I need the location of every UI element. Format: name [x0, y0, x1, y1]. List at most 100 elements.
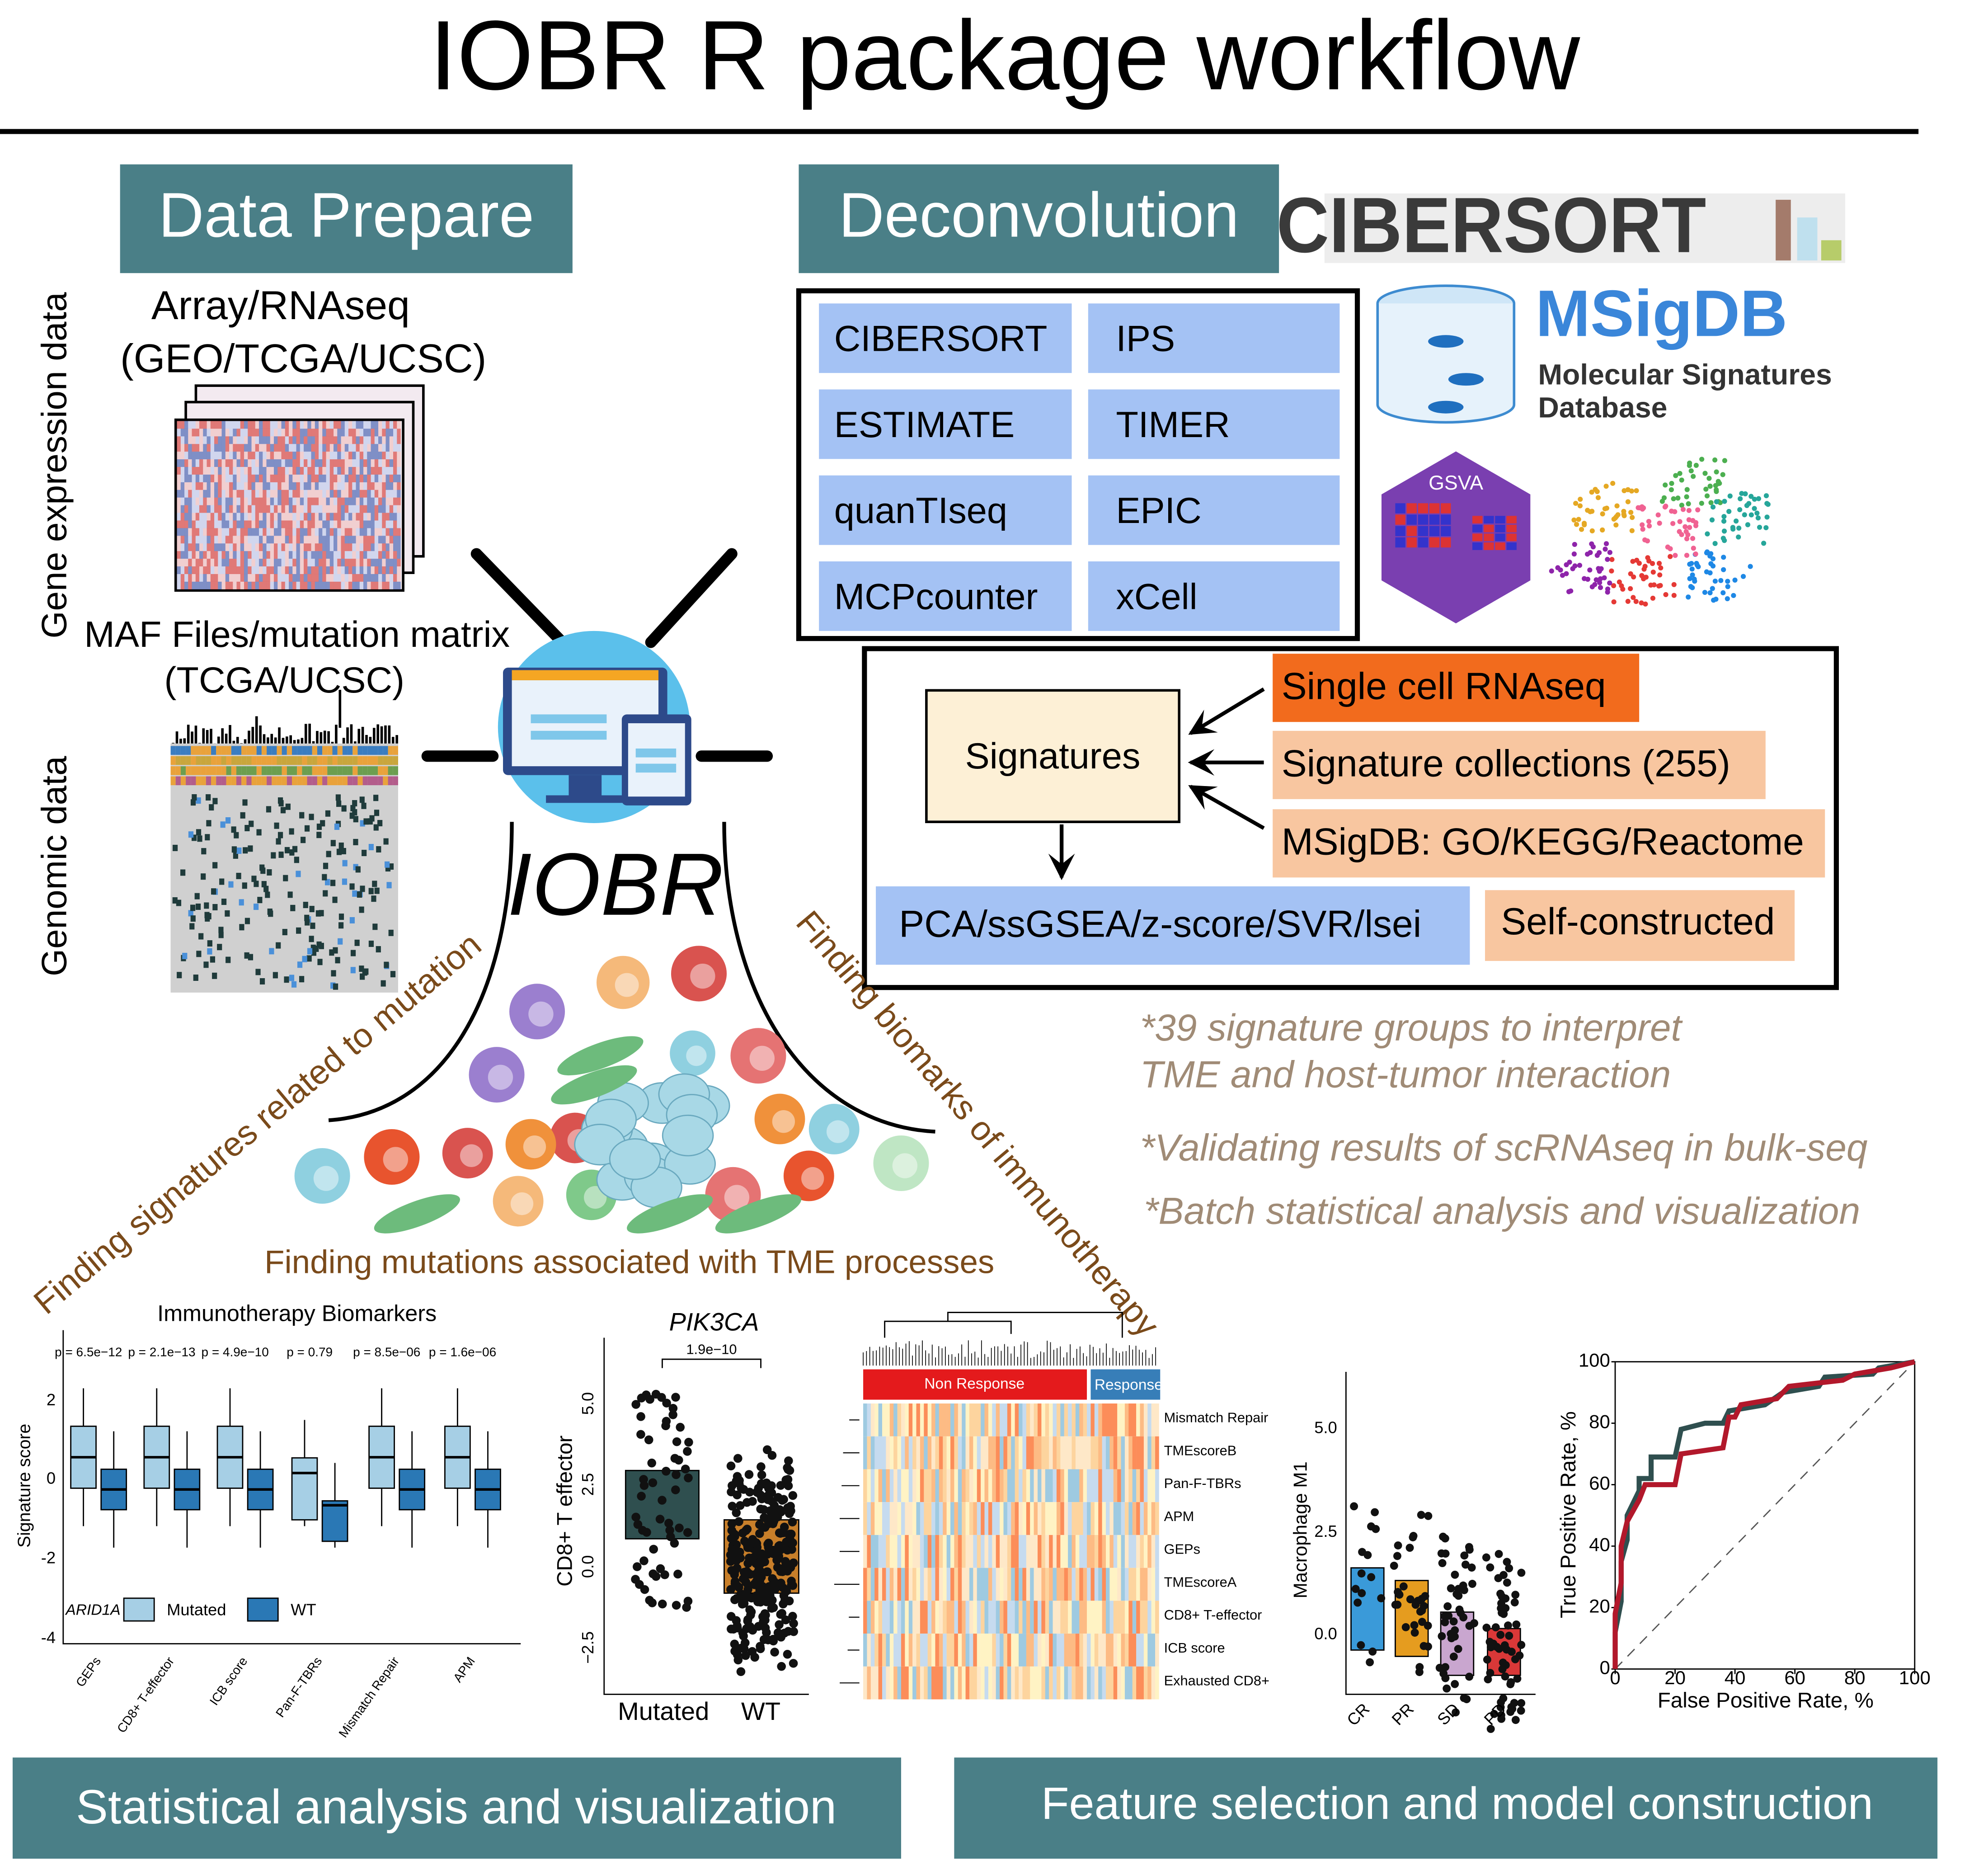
mutation-cell — [206, 913, 211, 919]
heat-cell — [1064, 1403, 1068, 1436]
heat-cell — [870, 1502, 875, 1535]
heatmap-cell — [289, 497, 293, 505]
heatmap-cell — [248, 505, 252, 513]
mutation-cell — [211, 888, 216, 895]
heat-cell — [958, 1403, 962, 1436]
heatmap-cell — [277, 452, 282, 460]
dot — [781, 1563, 790, 1573]
dot — [1508, 1648, 1516, 1656]
tsne-dot — [1594, 553, 1600, 558]
heatmap-cell — [203, 467, 207, 475]
dot — [733, 1564, 742, 1573]
heat-cell — [1045, 1601, 1049, 1634]
annotation-cell — [287, 776, 292, 786]
heatmap-cell — [307, 490, 311, 498]
heat-cell — [1132, 1634, 1137, 1667]
dot — [1468, 1580, 1476, 1588]
heat-cell — [901, 1601, 905, 1634]
heatmap-cell — [188, 497, 192, 505]
heatmap-cell — [207, 467, 211, 475]
heat-cell — [1015, 1666, 1019, 1700]
heat-cell — [882, 1502, 886, 1535]
dot — [745, 1488, 754, 1497]
heatmap-cell — [266, 543, 270, 551]
heat-cell — [1151, 1436, 1156, 1469]
heat-cell — [893, 1601, 898, 1634]
heat-cell — [916, 1403, 921, 1436]
annotation-cell — [362, 746, 368, 755]
annotation-cell — [261, 776, 267, 786]
annotation-cell — [317, 756, 323, 765]
heatmap-cell — [363, 490, 367, 498]
heat-cell — [908, 1601, 913, 1634]
heatmap-cell — [329, 505, 334, 513]
heatmap-cell — [184, 559, 188, 567]
heatmap-cell — [326, 490, 330, 498]
heatmap-cell — [371, 528, 375, 536]
heatmap-cell — [382, 543, 386, 551]
heat-cell — [988, 1666, 992, 1700]
heatmap-cell — [274, 474, 278, 483]
heatmap-cell — [315, 421, 319, 429]
heat-cell — [924, 1568, 928, 1601]
heatmap-cell — [225, 559, 230, 567]
dot — [647, 1458, 656, 1468]
heat-cell — [1102, 1666, 1106, 1700]
heatmap-cell — [296, 543, 300, 551]
heatmap-cell — [304, 543, 308, 551]
mutation-cell — [373, 795, 379, 801]
heat-cell — [988, 1502, 992, 1535]
heatmap-cell — [195, 520, 200, 528]
tsne-dot — [1656, 560, 1662, 566]
heat-cell — [1109, 1601, 1114, 1634]
heatmap-cell — [329, 551, 334, 559]
heatmap-cell — [304, 574, 308, 582]
heat-cell — [1037, 1634, 1042, 1667]
heatmap-cell — [281, 490, 285, 498]
heatmap-cell — [248, 436, 252, 444]
heatmap-cell — [214, 436, 218, 444]
heatmap-cell — [180, 467, 185, 475]
heatmap-cell — [363, 551, 367, 559]
heatmap-cell — [389, 551, 394, 559]
heat-cell — [1147, 1535, 1151, 1568]
heatmap-cell — [255, 574, 259, 582]
heatmap-cell — [251, 482, 255, 490]
mutation-cell — [290, 904, 296, 911]
heat-cell — [916, 1502, 921, 1535]
heat-cell — [1041, 1601, 1046, 1634]
heatmap-cell — [270, 467, 274, 475]
annotation-cell — [251, 766, 257, 775]
x-tick-label: CR — [1343, 1700, 1373, 1729]
stand-base — [546, 795, 625, 803]
tsne-dot — [1748, 564, 1753, 569]
dot — [1496, 1630, 1505, 1639]
tsne-dot — [1602, 506, 1608, 512]
logo-bar — [1821, 240, 1842, 261]
cell-nucleus — [383, 1147, 409, 1172]
dot — [684, 1437, 693, 1447]
heatmap-cell — [307, 467, 311, 475]
heat-cell — [992, 1436, 996, 1469]
x-tick-label: PR — [1388, 1700, 1418, 1729]
tsne-dot — [1668, 487, 1674, 493]
heatmap-cell — [285, 581, 289, 589]
mutation-cell — [349, 883, 355, 890]
heat-cell — [1083, 1469, 1087, 1502]
tsne-dot — [1742, 512, 1747, 518]
heat-cell — [1060, 1634, 1064, 1667]
dot — [1377, 1594, 1386, 1602]
annotation-cell — [297, 766, 302, 775]
tsne-dot — [1589, 541, 1594, 546]
dot — [1409, 1533, 1417, 1541]
y-tick-label: 5.0 — [578, 1392, 597, 1415]
dot — [1424, 1512, 1433, 1520]
heatmap-cell — [319, 574, 323, 582]
mutation-cell — [333, 983, 338, 990]
y-tick-label: -4 — [41, 1628, 56, 1647]
annotation-cell — [297, 776, 302, 786]
heatmap-cell — [300, 497, 304, 505]
heatmap-cell — [344, 536, 349, 544]
heat-cell — [1128, 1469, 1133, 1502]
heatmap-cell — [289, 566, 293, 575]
